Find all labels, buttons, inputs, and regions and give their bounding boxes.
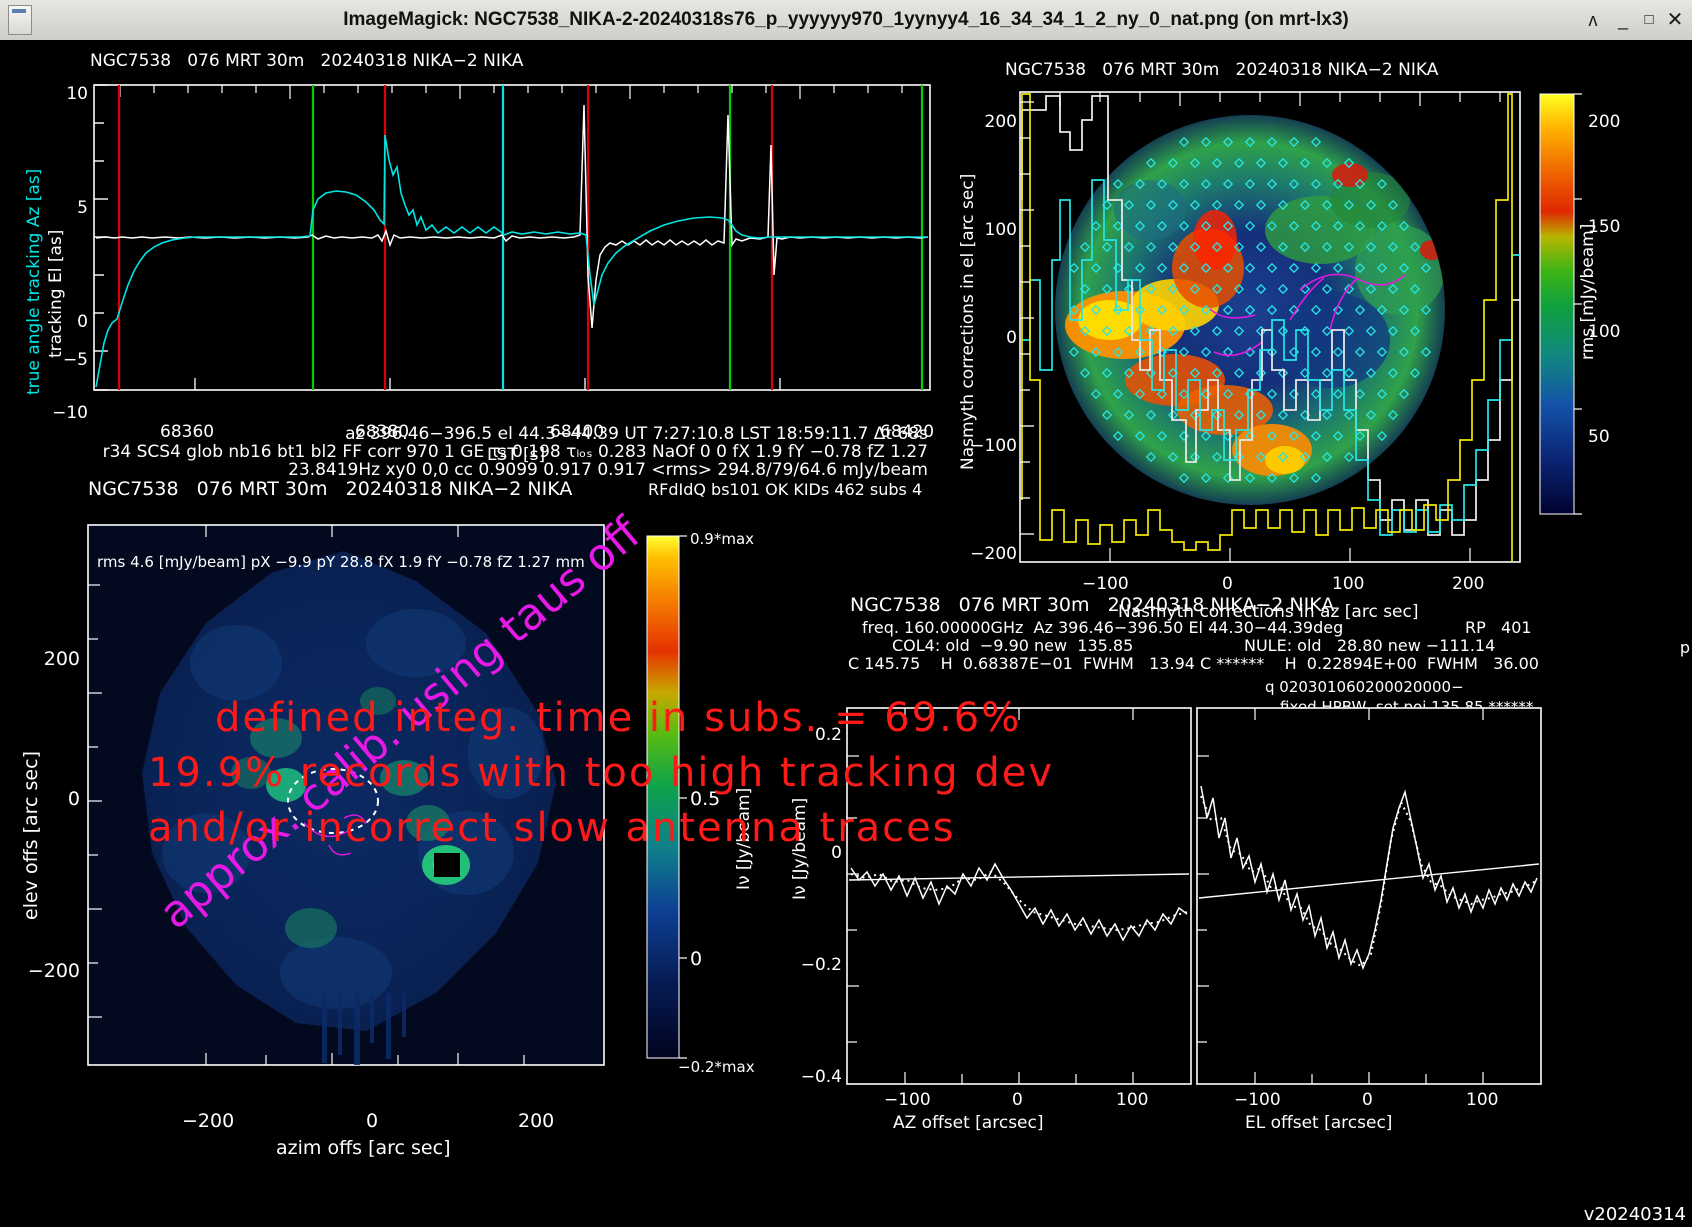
el-xtick-100: 100 [1466, 1090, 1499, 1110]
az-xtick-0: 0 [1012, 1090, 1023, 1110]
nasmyth-plot [1019, 91, 1521, 563]
map-cbar-tick-0: 0 [690, 948, 703, 970]
nasmyth-ytick-200: 200 [984, 112, 1017, 132]
map-annotation: rms 4.6 [mJy/beam] pX −9.9 pY 28.8 fX 1.… [97, 553, 585, 571]
beam-ytick-02: 0.2 [814, 725, 842, 745]
map-xtick-200: 200 [518, 1110, 555, 1132]
beam-panel-freq-line: freq. 160.00000GHz Az 396.46−396.50 El 4… [862, 618, 1344, 637]
beam-panel-title: NGC7538 076 MRT 30m 20240318 NIKA−2 NIKA [850, 594, 1335, 616]
map-cbar-tick-05: 0.5 [690, 788, 721, 810]
map-ytick-0: 0 [67, 788, 80, 810]
watermark-red-line3: and/or incorrect slow antenna traces [148, 805, 956, 851]
info-line-rms: 23.8419Hz xy0 0,0 cc 0.9099 0.917 0.917 … [288, 460, 928, 480]
window-icon [8, 5, 32, 35]
nasmyth-cbar-tick-100: 100 [1588, 322, 1621, 342]
map-ytick-200: 200 [43, 648, 80, 670]
window-title: ImageMagick: NGC7538_NIKA-2-20240318s76_… [343, 9, 1349, 30]
tracking-plot [93, 84, 931, 391]
tracking-xtick-1: 68360 [160, 422, 215, 442]
nasmyth-plot-title: NGC7538 076 MRT 30m 20240318 NIKA−2 NIKA [1005, 60, 1439, 80]
info-line-kids: RFdIdQ bs101 OK KIDs 462 subs 4 [648, 480, 923, 499]
beam-panel-rp-line: RP 401 [1465, 618, 1532, 637]
info-line-az-el: az 396.46−396.5 el 44.3−44.39 UT 7:27:10… [345, 424, 928, 444]
nasmyth-xtick-100: 100 [1332, 574, 1365, 594]
map-cbar-bottom-label: −0.2*max [678, 1058, 755, 1076]
map-ytick-neg200: −200 [27, 960, 80, 982]
close-button[interactable]: ✕ [1666, 9, 1684, 31]
version-label: v20240314 [1583, 1204, 1686, 1225]
tracking-ytick-neg10: −10 [52, 403, 88, 423]
watermark-red-line1: defined integ. time in subs. = 69.6% [215, 695, 1022, 741]
az-beam-cut-plot [846, 707, 1192, 1085]
info-line-source: NGC7538 076 MRT 30m 20240318 NIKA−2 NIKA [88, 478, 573, 500]
tracking-ytick-0: 0 [77, 312, 88, 332]
beam-panel-fit-left: C 145.75 H 0.68387E−01 FWHM 13.94 [848, 654, 1195, 673]
nasmyth-xtick-0: 0 [1222, 574, 1233, 594]
tracking-yaxis-label-az: true angle tracking Az [as] [24, 168, 44, 395]
window-titlebar: ImageMagick: NGC7538_NIKA-2-20240318s76_… [0, 0, 1692, 41]
source-map-plot [87, 524, 605, 1066]
az-xtick-neg100: −100 [884, 1090, 931, 1110]
nasmyth-ytick-100: 100 [984, 220, 1017, 240]
nasmyth-xtick-200: 200 [1452, 574, 1485, 594]
beam-panel-fit-right: C ****** H 0.22894E+00 FWHM 36.00 [1200, 654, 1539, 673]
shade-button[interactable]: ʌ [1588, 10, 1598, 30]
nasmyth-cbar-tick-200: 200 [1588, 112, 1621, 132]
tracking-ytick-neg5: −5 [62, 350, 88, 370]
map-xaxis-label: azim offs [arc sec] [276, 1137, 451, 1159]
nasmyth-colorbar [1539, 93, 1582, 515]
map-colorbar [646, 535, 687, 1059]
info-line-reduction: r34 SCS4 glob nb16 bt1 bl2 FF corr 970 1… [102, 442, 928, 462]
az-xtick-100: 100 [1116, 1090, 1149, 1110]
tracking-xaxis-label: LST [s] [487, 445, 546, 465]
beam-ytick-0: 0 [831, 843, 842, 863]
minimize-button[interactable]: _ [1617, 10, 1628, 30]
tracking-yaxis-label-el: tracking El [as] [46, 229, 66, 358]
map-xtick-0: 0 [366, 1110, 379, 1132]
el-xaxis-label: EL offset [arcsec] [1245, 1113, 1393, 1133]
watermark-red-line2: 19.9% records with too high tracking dev [148, 750, 1054, 796]
tracking-plot-title: NGC7538 076 MRT 30m 20240318 NIKA−2 NIKA [90, 51, 524, 71]
map-xtick-neg200: −200 [182, 1110, 235, 1132]
map-yaxis-label: elev offs [arc sec] [20, 751, 42, 920]
nasmyth-ytick-neg200: −200 [970, 544, 1017, 564]
nasmyth-xtick-neg100: −100 [1082, 574, 1129, 594]
nasmyth-ytick-neg100: −100 [970, 436, 1017, 456]
el-xtick-0: 0 [1362, 1090, 1373, 1110]
nasmyth-cbar-tick-150: 150 [1588, 217, 1621, 237]
nasmyth-xaxis-label: Nasmyth corrections in az [arc sec] [1118, 602, 1419, 622]
el-beam-cut-plot [1196, 707, 1542, 1085]
az-xaxis-label: AZ offset [arcsec] [893, 1113, 1044, 1133]
image-canvas: NGC7538 076 MRT 30m 20240318 NIKA−2 NIKA [0, 40, 1692, 1227]
nasmyth-ytick-0: 0 [1006, 328, 1017, 348]
tracking-xtick-3: 68400 [550, 422, 605, 442]
nasmyth-yaxis-label: Nasmyth corrections in el [arc sec] [958, 173, 978, 470]
nasmyth-cbar-label: rms [mJy/beam] [1578, 223, 1598, 360]
nasmyth-cbar-tick-50: 50 [1588, 427, 1610, 447]
right-edge-stray-p: p [1679, 638, 1690, 657]
tracking-ytick-5: 5 [77, 198, 88, 218]
el-xtick-neg100: −100 [1234, 1090, 1281, 1110]
beam-panel-col-line: COL4: old −9.90 new 135.85 [892, 636, 1134, 655]
maximize-button[interactable]: □ [1644, 11, 1654, 28]
beam-ytick-neg02: −0.2 [800, 955, 842, 975]
beam-panel-nule-line: NULE: old 28.80 new −111.14 [1244, 636, 1496, 655]
tracking-xtick-4: 68420 [880, 422, 935, 442]
beam-ytick-neg04: −0.4 [800, 1067, 842, 1087]
beam-panel-q-note: q 020301060200020000− [1265, 678, 1464, 696]
tracking-ytick-10: 10 [66, 84, 88, 104]
map-cbar-top-label: 0.9*max [690, 530, 755, 548]
tracking-xtick-2: 68380 [355, 422, 410, 442]
